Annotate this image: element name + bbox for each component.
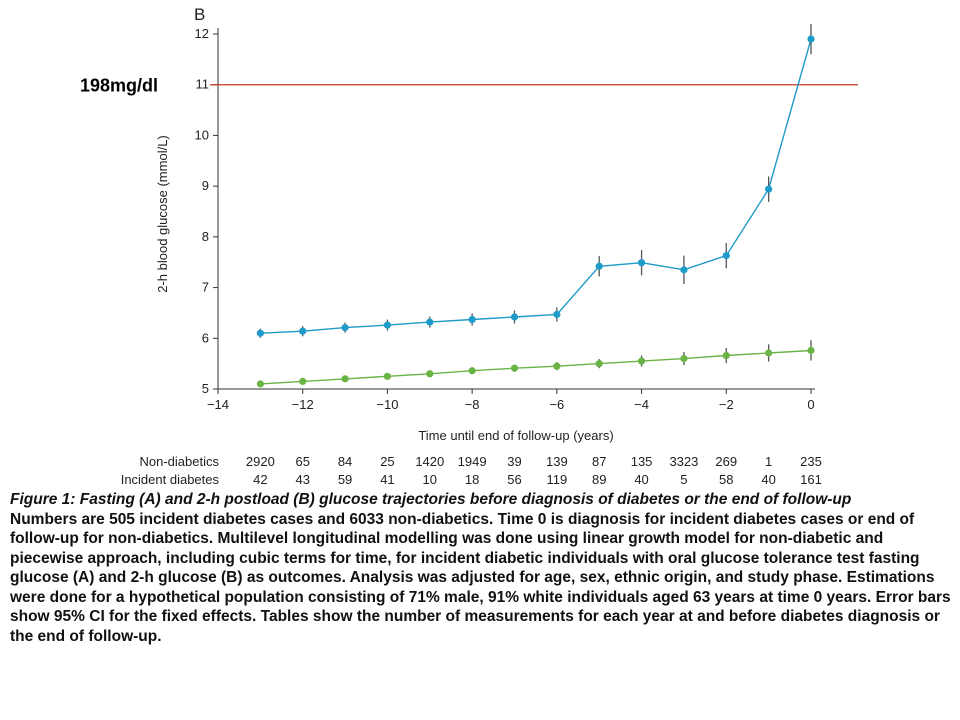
table-cell: 235	[800, 454, 822, 469]
data-point	[553, 362, 561, 370]
figure-caption: Figure 1: Fasting (A) and 2-h postload (…	[10, 490, 952, 646]
table-cell: 5	[680, 472, 687, 487]
y-tick-label: 9	[202, 178, 209, 193]
table-cell: 65	[295, 454, 309, 469]
table-cell: 40	[634, 472, 648, 487]
data-point	[383, 372, 392, 380]
axes: 5 6 7 8 9 10 11 12 −14 −12 −10 −8 −6 −4 −2 0	[195, 26, 815, 412]
table-cell: 58	[719, 472, 733, 487]
data-point	[510, 313, 519, 321]
data-point	[680, 266, 688, 274]
y-tick-label: 11	[196, 77, 210, 92]
table-cell: 10	[423, 472, 437, 487]
y-tick-label: 7	[202, 280, 209, 295]
caption-body: Numbers are 505 incident diabetes cases …	[10, 510, 951, 645]
x-tick-label: −12	[292, 397, 314, 412]
table-cell: 2920	[246, 454, 275, 469]
data-point	[722, 252, 730, 260]
data-point	[383, 321, 392, 329]
reference-line-label: 198mg/dl	[80, 76, 158, 96]
data-point	[510, 364, 519, 372]
table-row-label: Non-diabetics	[140, 454, 220, 469]
reference-line-group: 198mg/dl	[76, 70, 858, 97]
y-tick-label: 12	[195, 26, 209, 41]
chart: B 2-h blood glucose (mmol/L) Time until …	[76, 5, 858, 487]
data-point	[341, 375, 349, 383]
x-tick-label: 0	[807, 397, 814, 412]
y-tick-label: 8	[202, 229, 209, 244]
data-point	[426, 370, 434, 378]
panel-label: B	[194, 5, 205, 24]
table-cell: 18	[465, 472, 479, 487]
table-cell: 1949	[458, 454, 487, 469]
data-point	[256, 380, 264, 388]
data-point	[722, 351, 730, 360]
data-point	[595, 262, 603, 270]
caption-title: Figure 1: Fasting (A) and 2-h postload (…	[10, 491, 852, 508]
data-point	[680, 354, 688, 363]
y-tick-label: 5	[202, 381, 209, 396]
table-cell: 161	[800, 472, 822, 487]
y-tick-label: 10	[195, 127, 209, 142]
data-point	[299, 327, 307, 335]
table-row-label: Incident diabetes	[121, 472, 220, 487]
x-tick-label: −4	[634, 397, 649, 412]
x-tick-label: −10	[376, 397, 398, 412]
y-axis-label: 2-h blood glucose (mmol/L)	[155, 135, 170, 293]
table-cell: 1	[765, 454, 772, 469]
data-point	[807, 346, 815, 355]
count-table: Non-diabetics 2920 65 84 25 1420 1949 39 139 87 13…	[121, 454, 822, 487]
data-point	[637, 357, 646, 365]
data-point	[553, 310, 561, 319]
table-cell: 87	[592, 454, 606, 469]
table-cell: 139	[546, 454, 568, 469]
table-cell: 135	[631, 454, 653, 469]
table-cell: 84	[338, 454, 352, 469]
data-point	[468, 367, 476, 375]
series-2	[256, 340, 815, 388]
data-point	[468, 315, 476, 324]
x-tick-label: −6	[549, 397, 564, 412]
series-line	[260, 38, 812, 334]
x-axis-label: Time until end of follow-up (years)	[418, 428, 613, 443]
table-cell: 39	[507, 454, 521, 469]
table-cell: 56	[507, 472, 521, 487]
series-1	[256, 23, 815, 338]
table-cell: 41	[380, 472, 394, 487]
table-cell: 43	[295, 472, 309, 487]
table-cell: 1420	[415, 454, 444, 469]
table-cell: 25	[380, 454, 394, 469]
data-point	[765, 185, 773, 193]
series-line	[260, 349, 812, 385]
table-cell: 119	[546, 472, 567, 487]
table-cell: 40	[761, 472, 775, 487]
data-point	[256, 329, 264, 337]
x-tick-label: −8	[465, 397, 480, 412]
table-cell: 89	[592, 472, 606, 487]
data-point	[765, 349, 773, 357]
reference-label-bg	[76, 70, 188, 97]
table-cell: 42	[253, 472, 267, 487]
y-tick-label: 6	[202, 330, 209, 345]
table-cell: 59	[338, 472, 352, 487]
data-point	[637, 259, 646, 267]
table-cell: 3323	[669, 454, 698, 469]
series-layer	[256, 23, 815, 388]
x-tick-label: −14	[207, 397, 229, 412]
data-point	[299, 377, 307, 385]
data-point	[426, 318, 434, 326]
data-point	[807, 35, 815, 43]
x-tick-label: −2	[719, 397, 734, 412]
data-point	[595, 360, 603, 368]
data-point	[341, 324, 349, 332]
table-cell: 269	[715, 454, 737, 469]
